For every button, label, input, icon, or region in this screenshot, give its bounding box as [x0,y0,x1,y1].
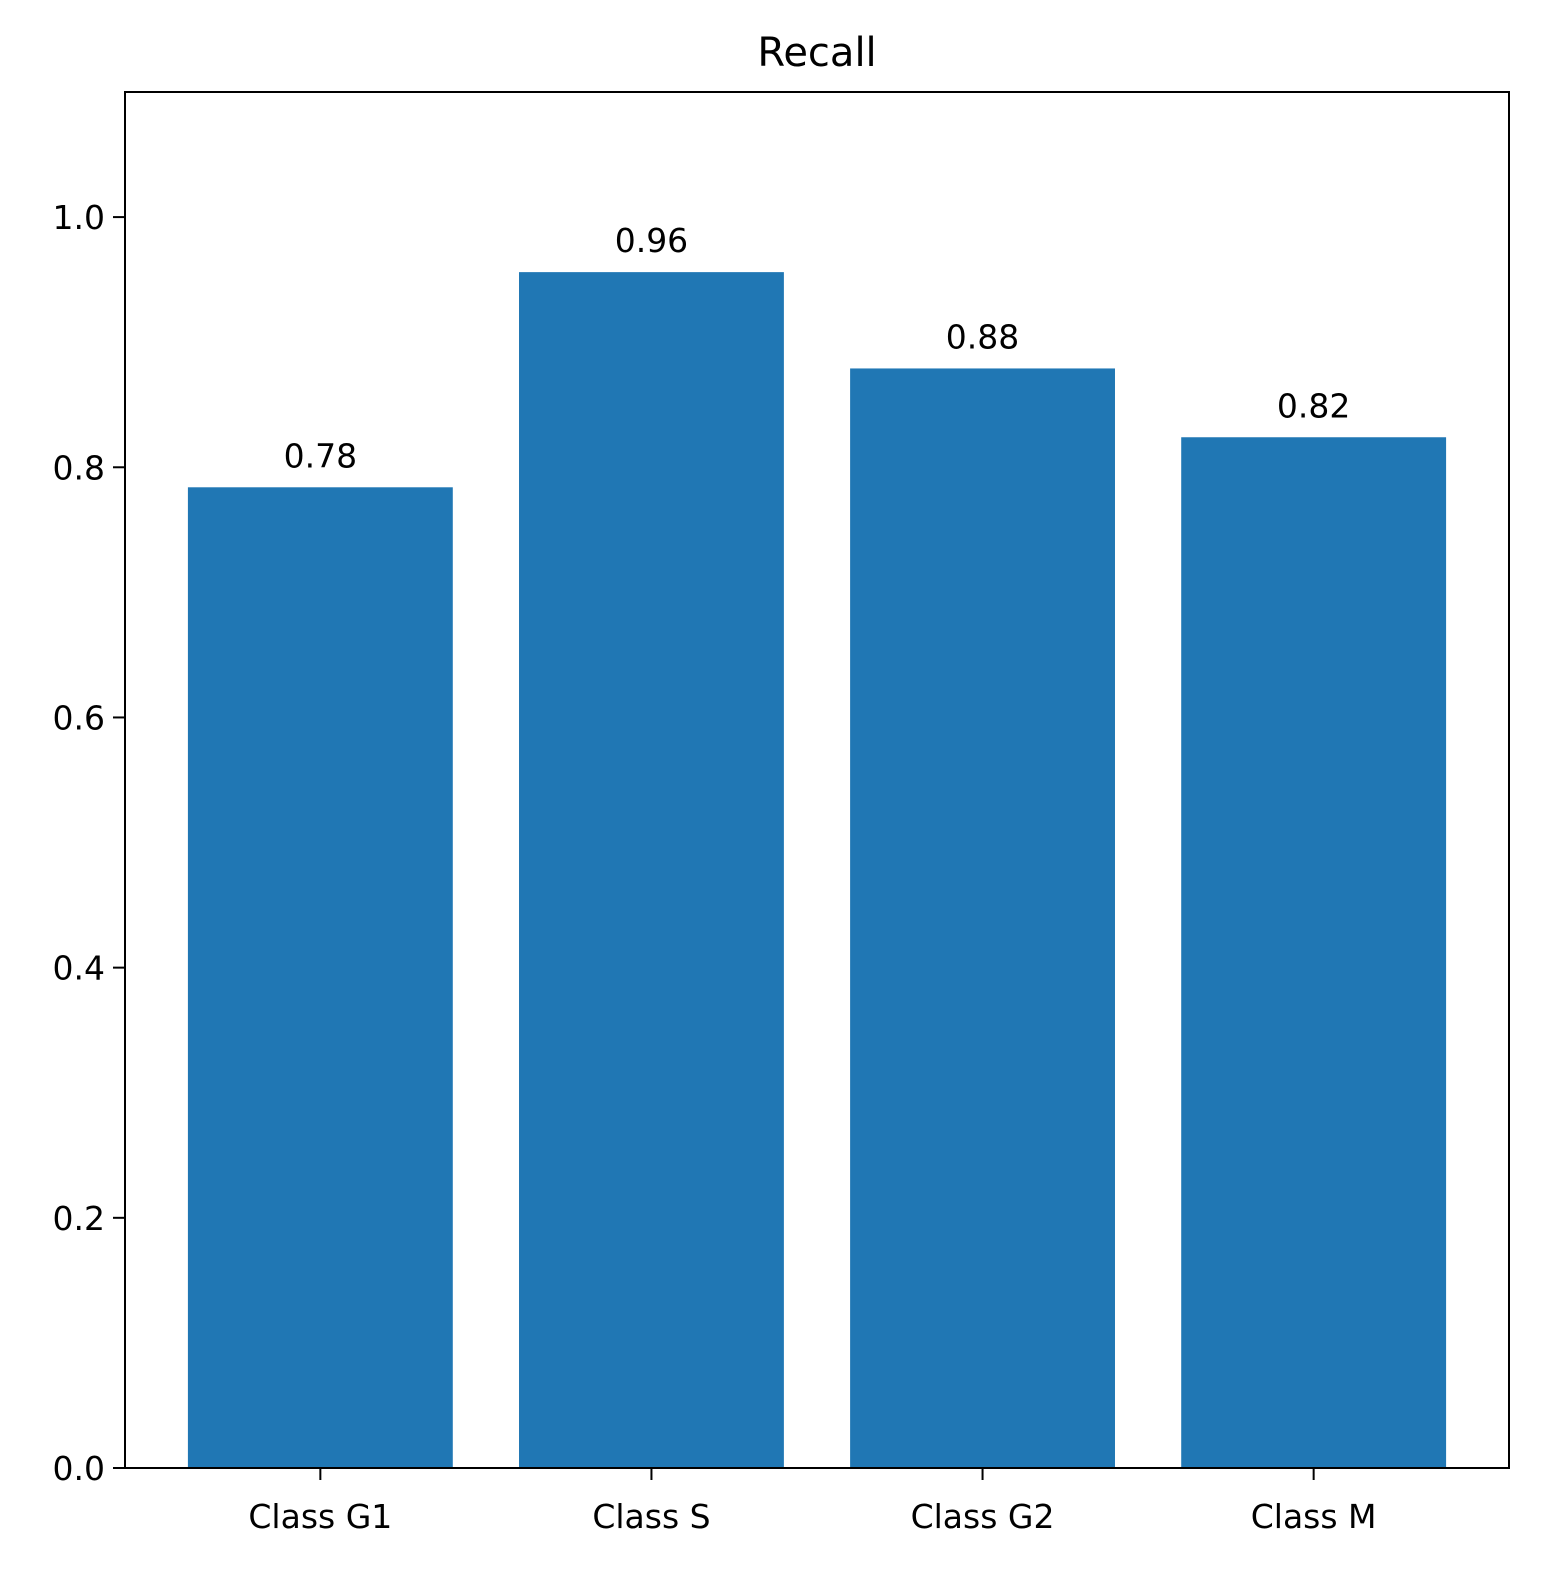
x-tick-label: Class G2 [911,1497,1055,1536]
y-tick-label: 0.6 [53,698,105,737]
bar-class-g2 [850,368,1115,1468]
x-tick-label: Class G1 [248,1497,392,1536]
bar-class-g1 [187,487,453,1469]
bar-class-s [519,272,784,1469]
y-tick-label: 0.0 [53,1449,105,1488]
plot-frame [124,91,1510,1469]
bar-class-m [1181,437,1447,1468]
chart-title: Recall [757,30,876,76]
x-tick-label: Class S [592,1497,710,1536]
value-label-class-g2: 0.88 [946,317,1019,356]
bars-group [187,272,1447,1469]
x-tick-label: Class M [1251,1497,1377,1536]
y-tick-label: 0.4 [53,949,105,988]
value-labels-group: 0.78 0.96 0.88 0.82 [284,221,1351,475]
y-tick-label: 0.2 [53,1199,105,1238]
x-axis: Class G1 Class S Class G2 Class M [248,1468,1377,1536]
value-label-class-s: 0.96 [615,221,688,260]
y-axis: 0.0 0.2 0.4 0.6 0.8 1.0 [53,198,125,1488]
y-tick-label: 0.8 [53,448,105,487]
value-label-class-g1: 0.78 [284,436,357,475]
y-tick-label: 1.0 [53,198,105,237]
value-label-class-m: 0.82 [1277,386,1350,425]
